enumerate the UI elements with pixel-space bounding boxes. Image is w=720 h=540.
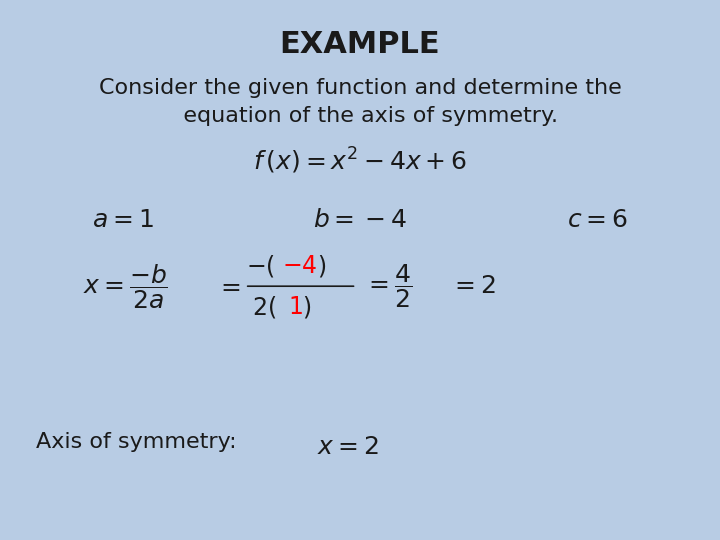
Text: $-4$: $-4$ [282, 254, 318, 278]
Text: Consider the given function and determine the
   equation of the axis of symmetr: Consider the given function and determin… [99, 78, 621, 126]
Text: $2($: $2($ [252, 294, 276, 320]
Text: $a = 1$: $a = 1$ [91, 208, 153, 232]
Text: EXAMPLE: EXAMPLE [279, 30, 441, 59]
Text: $f\,(x) = x^2 - 4x + 6$: $f\,(x) = x^2 - 4x + 6$ [253, 146, 467, 176]
Text: $x = 2$: $x = 2$ [317, 435, 379, 458]
Text: $-(\ $: $-(\ $ [246, 253, 275, 279]
Text: $=$: $=$ [217, 274, 241, 298]
Text: Axis of symmetry:: Axis of symmetry: [36, 432, 237, 452]
Text: $x = \dfrac{-b}{2a}$: $x = \dfrac{-b}{2a}$ [83, 262, 168, 310]
Text: $b = -4$: $b = -4$ [313, 208, 407, 232]
Text: $= 2$: $= 2$ [450, 274, 496, 298]
Text: $= \dfrac{4}{2}$: $= \dfrac{4}{2}$ [364, 262, 412, 310]
Text: $c = 6$: $c = 6$ [567, 208, 628, 232]
Text: $)$: $)$ [302, 294, 312, 320]
Text: $)$: $)$ [317, 253, 326, 279]
Text: $1$: $1$ [288, 295, 302, 319]
